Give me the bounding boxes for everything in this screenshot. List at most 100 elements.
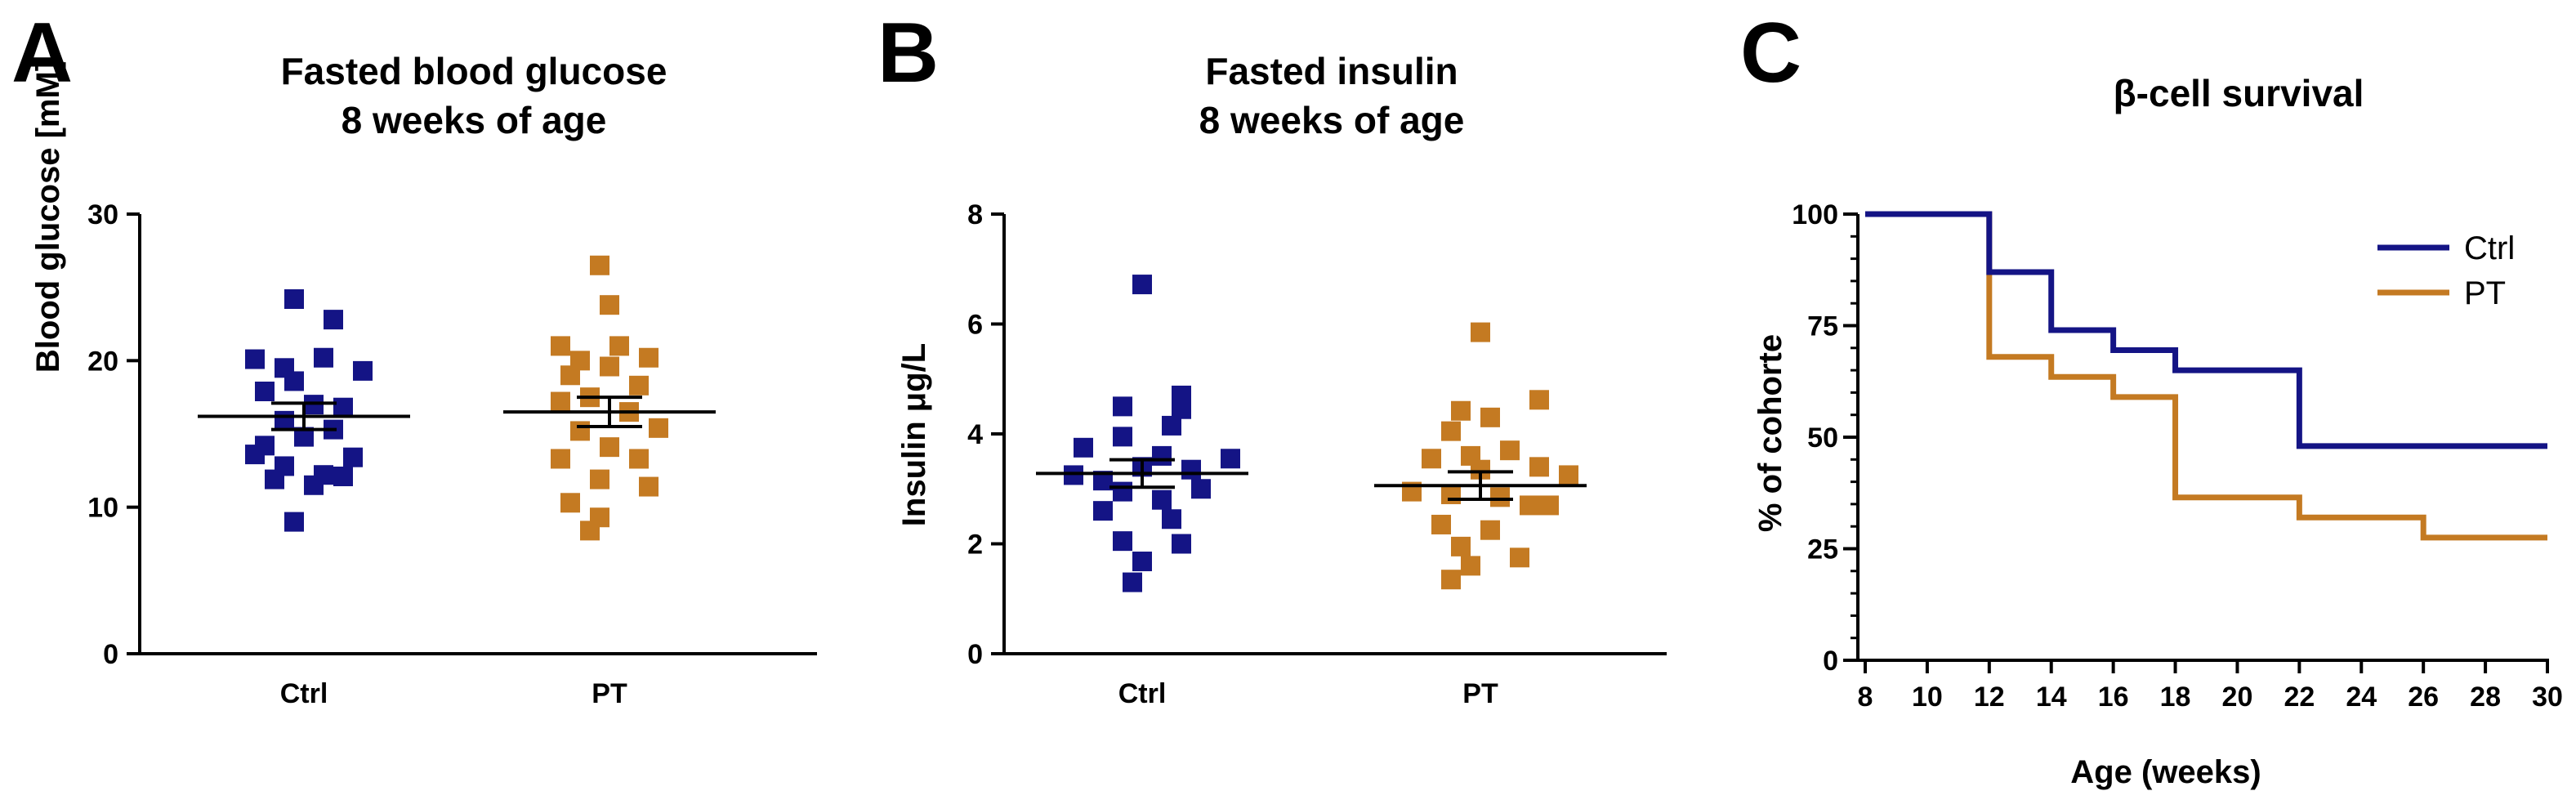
panel-a-point-ctrl-21 xyxy=(333,467,353,487)
panel-a-mean-sem xyxy=(198,396,716,431)
panel-c-y-tick-label-4: 100 xyxy=(1792,199,1838,230)
panel-c: β-cell survival % of cohorte Age (weeks)… xyxy=(1752,72,2563,790)
panel-c-y-tick-label-1: 25 xyxy=(1807,534,1838,565)
panel-a-title-line1: Fasted blood glucose xyxy=(281,50,667,92)
panel-a-point-ctrl-3 xyxy=(245,349,265,369)
panel-b-point-ctrl-2 xyxy=(1172,399,1191,419)
panel-b-point-ctrl-21 xyxy=(1123,572,1142,592)
panel-b-y-tick-label-3: 6 xyxy=(967,310,983,341)
panel-a-point-ctrl-7 xyxy=(255,381,275,401)
panel-b-y-axis-label: Insulin μg/L xyxy=(896,343,932,526)
panel-a-point-ctrl-1 xyxy=(324,310,343,330)
panel-a-point-pt-18 xyxy=(639,476,659,497)
panel-a-x-ticks: Ctrl PT xyxy=(280,678,627,709)
panel-b: Fasted insulin 8 weeks of age Insulin μg… xyxy=(896,50,1667,709)
panel-a-point-pt-13 xyxy=(570,421,590,441)
panel-b-point-ctrl-4 xyxy=(1162,415,1181,436)
panel-a-point-pt-14 xyxy=(600,437,619,458)
panel-b-point-pt-8 xyxy=(1529,457,1549,477)
panel-c-x-tick-label-3: 14 xyxy=(2036,682,2067,713)
panel-c-x-tick-label-4: 16 xyxy=(2098,682,2129,713)
panel-b-point-pt-2 xyxy=(1451,400,1471,421)
panel-a-y-axis-label: Blood glucose [mM] xyxy=(30,60,66,373)
panel-c-x-tick-label-9: 26 xyxy=(2408,682,2439,713)
panel-c-x-axis-label: Age (weeks) xyxy=(2070,754,2261,790)
panel-a-x-tick-label-0: Ctrl xyxy=(280,678,328,709)
panel-a-point-ctrl-6 xyxy=(284,371,304,391)
panel-b-x-tick-label-0: Ctrl xyxy=(1118,678,1167,709)
panel-a-point-pt-12 xyxy=(649,418,668,438)
panel-a-point-pt-0 xyxy=(590,255,609,275)
panel-c-x-tick-label-0: 8 xyxy=(1858,682,1873,713)
panel-b-title-line2: 8 weeks of age xyxy=(1199,99,1465,141)
panel-c-x-tick-label-8: 24 xyxy=(2346,682,2377,713)
panel-c-y-axis-label: % of cohorte xyxy=(1752,334,1788,532)
panel-c-y-tick-label-0: 0 xyxy=(1823,646,1838,677)
panel-a-point-ctrl-15 xyxy=(245,445,265,465)
panel-b-point-pt-5 xyxy=(1500,440,1520,461)
panel-a-y-ticks: 0 10 20 30 xyxy=(87,199,140,670)
panel-b-point-ctrl-6 xyxy=(1113,427,1132,447)
panel-a-point-ctrl-2 xyxy=(353,360,373,381)
panel-c-x-tick-label-6: 20 xyxy=(2222,682,2253,713)
panel-a-point-pt-6 xyxy=(560,365,580,386)
panel-a-y-tick-label-0: 0 xyxy=(103,639,118,670)
panel-a-title-line2: 8 weeks of age xyxy=(342,99,607,141)
panel-b-y-tick-label-4: 8 xyxy=(967,199,983,230)
panel-b-point-ctrl-14 xyxy=(1113,481,1132,502)
panel-a-point-pt-17 xyxy=(590,469,609,489)
panel-b-point-ctrl-17 xyxy=(1093,501,1113,521)
panel-a-point-pt-16 xyxy=(629,449,649,469)
panel-b-point-pt-21 xyxy=(1441,570,1461,590)
panel-b-point-pt-15 xyxy=(1539,495,1559,516)
panel-a-point-ctrl-10 xyxy=(275,410,294,431)
panel-b-point-pt-4 xyxy=(1441,421,1461,441)
panel-b-point-pt-13 xyxy=(1490,487,1510,507)
panel-b-mean-sem xyxy=(1036,458,1587,502)
panel-b-y-ticks: 0 2 4 6 8 xyxy=(967,199,1004,670)
panel-b-point-ctrl-10 xyxy=(1181,459,1201,480)
panel-a-point-ctrl-18 xyxy=(265,469,284,489)
panel-b-x-ticks: Ctrl PT xyxy=(1118,678,1498,709)
panel-c-x-ticks: 8 10 12 14 16 18 20 22 24 26 28 30 xyxy=(1858,660,2563,713)
panel-a-point-pt-19 xyxy=(560,493,580,513)
panel-b-point-pt-12 xyxy=(1441,484,1461,504)
panel-b-point-pt-16 xyxy=(1431,514,1451,534)
panel-b-point-ctrl-8 xyxy=(1221,449,1240,469)
panel-c-y-tick-label-2: 50 xyxy=(1807,422,1838,454)
panel-b-point-ctrl-13 xyxy=(1191,479,1211,499)
panel-b-points xyxy=(1064,275,1578,592)
panel-b-point-pt-17 xyxy=(1480,520,1500,540)
panel-b-point-ctrl-7 xyxy=(1152,445,1172,466)
panel-a-point-ctrl-14 xyxy=(343,447,363,467)
panel-a-point-pt-7 xyxy=(600,356,619,377)
panel-a-y-tick-label-3: 30 xyxy=(87,199,118,230)
panel-a-point-ctrl-9 xyxy=(333,397,353,418)
panel-c-x-tick-label-1: 10 xyxy=(1912,682,1943,713)
panel-c-survival-lines xyxy=(1865,211,2547,541)
panel-a: Fasted blood glucose 8 weeks of age Bloo… xyxy=(30,50,817,709)
panel-c-x-tick-label-10: 28 xyxy=(2470,682,2501,713)
panel-b-point-ctrl-19 xyxy=(1172,534,1191,554)
panel-c-title: β-cell survival xyxy=(2114,72,2364,114)
panel-a-point-pt-1 xyxy=(600,295,619,315)
panel-a-point-pt-21 xyxy=(580,521,600,541)
panel-a-point-ctrl-19 xyxy=(304,475,324,495)
panel-a-y-tick-label-2: 20 xyxy=(87,346,118,377)
panel-b-point-ctrl-0 xyxy=(1132,275,1152,295)
panel-b-point-ctrl-15 xyxy=(1152,489,1172,510)
panel-b-point-ctrl-5 xyxy=(1074,437,1093,458)
panel-b-point-ctrl-3 xyxy=(1113,396,1132,417)
panel-b-point-pt-9 xyxy=(1559,465,1578,485)
panel-b-point-pt-19 xyxy=(1510,547,1529,568)
panel-b-point-pt-18 xyxy=(1451,536,1471,556)
panel-b-point-ctrl-16 xyxy=(1162,509,1181,530)
legend-ctrl-label: Ctrl xyxy=(2464,230,2515,266)
panel-a-point-pt-15 xyxy=(551,449,570,469)
panel-a-point-ctrl-20 xyxy=(284,512,304,532)
panel-b-point-pt-14 xyxy=(1520,495,1539,516)
panel-c-x-tick-label-11: 30 xyxy=(2532,682,2563,713)
panel-c-x-tick-label-7: 22 xyxy=(2284,682,2315,713)
panel-b-point-ctrl-20 xyxy=(1132,552,1152,572)
